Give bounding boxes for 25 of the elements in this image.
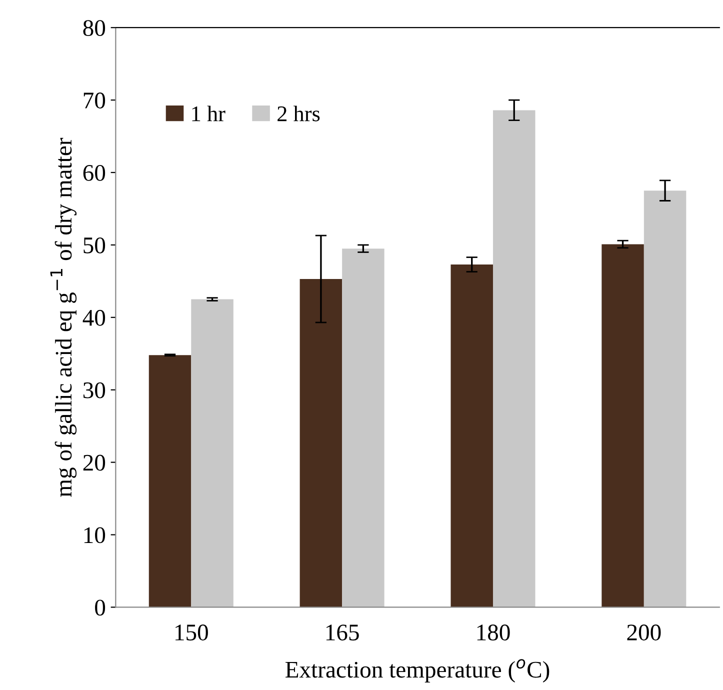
y-tick-label: 30 (83, 382, 106, 398)
x-axis-title: Extraction temperature ($^{o}$C) (286, 659, 550, 682)
x-tick-label: 200 (627, 624, 661, 640)
x-tick-label: 180 (477, 624, 510, 640)
y-tick-label: 0 (95, 600, 106, 616)
bar (450, 264, 493, 608)
bar (342, 248, 384, 608)
x-tick-label: 165 (326, 624, 359, 640)
y-axis-title: mg of gallic acid eq g$^{−1}$ of dry matter (50, 138, 77, 497)
bar (492, 110, 536, 608)
legend-label: 2 hrs (278, 106, 320, 122)
bar (148, 355, 192, 608)
y-tick-label: 70 (84, 92, 106, 108)
y-tick-label: 50 (84, 237, 106, 254)
y-tick-label: 60 (83, 164, 106, 181)
y-tick-label: 20 (83, 454, 106, 471)
bar (644, 190, 686, 608)
bar (191, 299, 234, 608)
y-tick-label: 10 (84, 527, 106, 544)
y-tick-label: 40 (82, 310, 106, 326)
y-tick-label: 80 (83, 20, 106, 36)
bar (300, 279, 342, 608)
legend-label: 1 hr (192, 106, 226, 122)
bar (602, 244, 644, 608)
x-tick-label: 150 (176, 624, 208, 640)
